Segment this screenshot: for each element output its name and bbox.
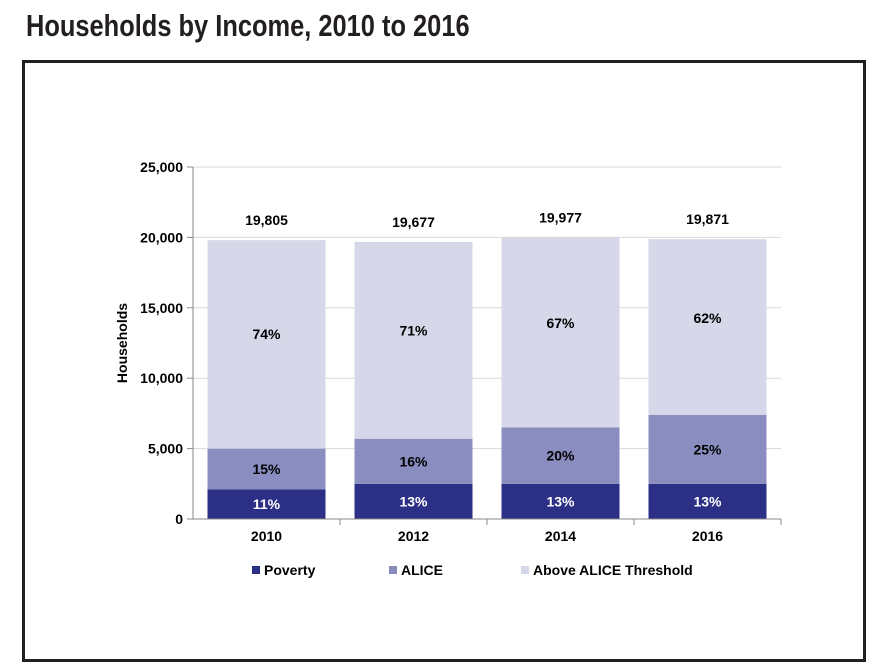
- bar-total-label: 19,871: [686, 211, 729, 227]
- legend-label: ALICE: [401, 562, 443, 578]
- bar-segment-alice: [501, 427, 620, 484]
- bar-percent-label: 13%: [546, 493, 575, 509]
- bar-percent-label: 74%: [252, 326, 281, 342]
- bar-percent-label: 20%: [546, 448, 575, 464]
- bar-segment-poverty: [501, 483, 620, 519]
- bar-percent-label: 16%: [399, 453, 428, 469]
- bar-segment-alice: [354, 438, 473, 484]
- bar-segment-poverty: [207, 489, 326, 519]
- bar-percent-label: 13%: [399, 493, 428, 509]
- bar-percent-label: 62%: [693, 310, 722, 326]
- bar-segment-above-alice-threshold: [648, 239, 767, 415]
- bar-total-label: 19,977: [539, 210, 582, 226]
- bar-segment-alice: [207, 448, 326, 490]
- bar-segment-poverty: [648, 483, 767, 519]
- legend-swatch: [252, 566, 260, 574]
- legend-swatch: [521, 566, 529, 574]
- bar-segment-alice: [648, 414, 767, 484]
- bar-percent-label: 13%: [693, 493, 722, 509]
- bar-segment-above-alice-threshold: [207, 240, 326, 449]
- bar-segment-above-alice-threshold: [501, 237, 620, 428]
- y-tick-label: 25,000: [140, 159, 183, 175]
- x-tick-label: 2014: [545, 528, 576, 544]
- legend-swatch: [389, 566, 397, 574]
- page-title: Households by Income, 2010 to 2016: [26, 8, 470, 43]
- bar-percent-label: 71%: [399, 323, 428, 339]
- x-tick-label: 2016: [692, 528, 723, 544]
- labels: 11% 15% 74% 19,805 13% 16% 71% 19,677 13% 20% 67% 1…: [245, 210, 729, 512]
- bars: [207, 237, 767, 519]
- legend-label: Above ALICE Threshold: [533, 562, 693, 578]
- legend-label: Poverty: [264, 562, 316, 578]
- bar-percent-label: 67%: [546, 315, 575, 331]
- bar-percent-label: 15%: [252, 461, 281, 477]
- y-tick-label: 10,000: [140, 370, 183, 386]
- bar-percent-label: 11%: [253, 496, 281, 512]
- y-tick-label: 5,000: [148, 441, 183, 457]
- bar-total-label: 19,677: [392, 214, 435, 230]
- bar-percent-label: 25%: [693, 441, 722, 457]
- x-tick-label: 2012: [398, 528, 429, 544]
- y-tick-label: 0: [175, 511, 183, 527]
- bar-total-label: 19,805: [245, 212, 288, 228]
- y-tick-label: 15,000: [140, 300, 183, 316]
- x-tick-label: 2010: [251, 528, 282, 544]
- bar-segment-above-alice-threshold: [354, 241, 473, 439]
- legend: Poverty ALICE Above ALICE Threshold: [252, 562, 693, 578]
- y-tick-label: 20,000: [140, 229, 183, 245]
- bar-segment-poverty: [354, 483, 473, 519]
- axes: 0 5,000 10,000 15,000 20,000 25,000 Households…: [114, 159, 782, 544]
- y-axis-title: Households: [114, 303, 130, 383]
